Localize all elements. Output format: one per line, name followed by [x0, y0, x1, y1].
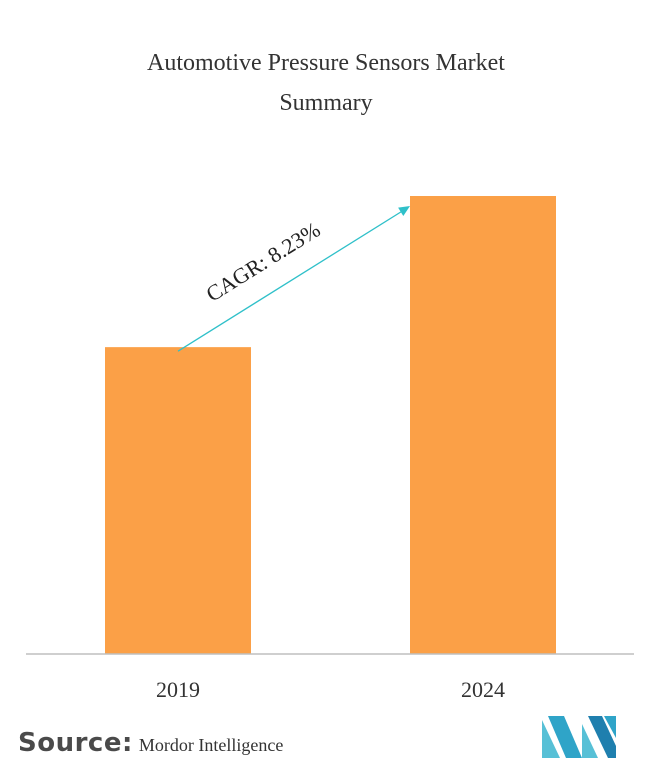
chart-title-line-2: Summary — [279, 90, 372, 116]
source-name: Mordor Intelligence — [138, 735, 284, 755]
x-tick-label-2024: 2024 — [461, 677, 505, 702]
chart-title-line-1: Automotive Pressure Sensors Market — [147, 50, 505, 76]
mordor-intelligence-logo-icon — [542, 716, 616, 758]
bar-2019 — [105, 347, 251, 654]
bars-layer — [105, 196, 556, 654]
bar-2024 — [410, 196, 556, 654]
cagr-arrow-line — [177, 209, 405, 352]
cagr-annotation: CAGR: 8.23% — [177, 206, 410, 352]
x-tick-label-2019: 2019 — [156, 677, 200, 702]
x-tick-labels: 2019 2024 — [156, 677, 505, 702]
cagr-label: CAGR: 8.23% — [201, 217, 324, 307]
cagr-arrow-head — [398, 206, 410, 216]
source-label: Source: — [18, 728, 133, 758]
source-row: Source: Mordor Intelligence — [18, 728, 283, 762]
